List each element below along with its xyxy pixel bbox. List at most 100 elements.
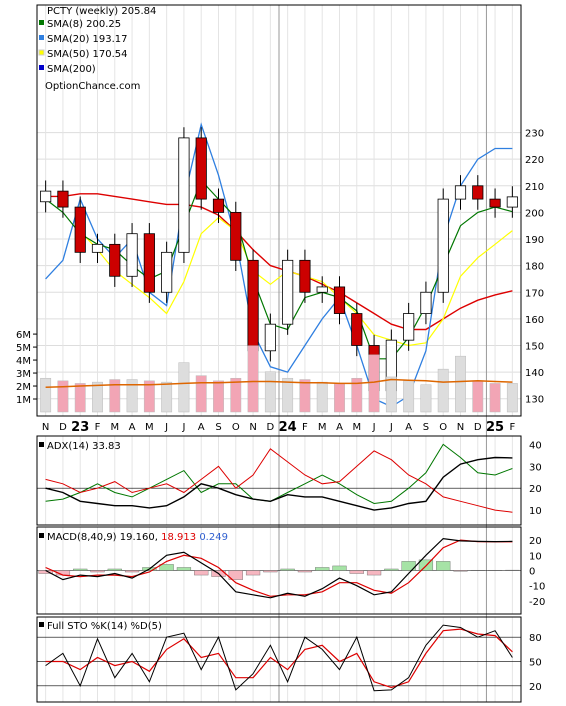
x-tick-label: M	[318, 422, 327, 433]
sma8-legend: SMA(8) 200.25	[47, 19, 121, 30]
macd-histogram-bar	[73, 568, 88, 571]
price-tick-label: 160	[525, 315, 544, 326]
x-tick-label: M	[145, 422, 154, 433]
x-tick-label: A	[336, 422, 343, 433]
volume-tick-label: 4M	[16, 356, 31, 367]
macd-histogram-bar	[332, 565, 347, 571]
volume-bar	[57, 380, 69, 413]
volume-bar	[385, 376, 397, 413]
volume-tick-label: 2M	[16, 382, 31, 393]
adx-tick-label: 10	[529, 506, 542, 517]
sma20-legend-swatch	[39, 35, 44, 40]
volume-ma-line	[45, 378, 513, 389]
macd-histogram-bar	[297, 570, 313, 573]
x-tick-label: J	[389, 422, 393, 433]
macd-tick-label: -20	[529, 597, 545, 608]
macd-histogram-bar	[194, 570, 209, 576]
sma50-legend-swatch	[38, 49, 45, 56]
candle-body	[230, 212, 242, 261]
grid	[37, 5, 521, 702]
macd-histogram-bar	[366, 570, 382, 576]
adx-label-name: ADX(14)	[47, 441, 89, 452]
candle-body	[178, 137, 190, 253]
macd-histogram-bar	[176, 567, 192, 571]
volume-bar	[92, 381, 103, 413]
macd-histogram-bar	[159, 564, 174, 571]
x-tick-label: F	[95, 422, 101, 433]
x-tick-label: J	[372, 422, 376, 433]
candle-body	[247, 259, 259, 352]
sto-tick-label: 50	[529, 658, 542, 669]
volume-bar	[126, 379, 138, 413]
candle-body	[351, 313, 363, 346]
macd-histogram-bar	[384, 568, 399, 571]
macd-legend-swatch	[39, 533, 44, 538]
x-tick-label: 25	[486, 420, 504, 435]
macd-histogram-bar	[436, 561, 451, 571]
candle-body	[109, 243, 121, 277]
volume-bar	[40, 377, 52, 413]
candle-body	[282, 259, 294, 325]
adx-panel-frame	[36, 435, 522, 526]
volume-tick-label: 6M	[16, 330, 31, 341]
macd-tick-label: 10	[529, 551, 542, 562]
price-tick-label: 210	[525, 182, 544, 193]
macd-label: MACD(8,40,9) 19.160, 18.913 0.249	[47, 532, 228, 543]
macd-line	[45, 537, 513, 599]
sma200-line	[45, 193, 513, 331]
adx-tick-label: 30	[529, 462, 542, 473]
candle-body	[454, 185, 467, 200]
volume-bar	[351, 377, 363, 413]
price-tick-label: 200	[525, 208, 544, 219]
sma200-legend: SMA(200)	[47, 64, 96, 75]
sma20-line	[45, 122, 513, 408]
candle-body	[143, 233, 155, 293]
x-tick-label: N	[457, 422, 464, 433]
x-tick-label: J	[181, 422, 185, 433]
volume-bar	[109, 379, 121, 413]
sma50-legend: SMA(50) 170.54	[47, 49, 128, 60]
sma8-line	[45, 179, 513, 360]
volume-bar	[213, 380, 224, 413]
volume-bar	[489, 383, 501, 413]
x-tick-label: A	[405, 422, 412, 433]
volume-bar	[316, 381, 328, 413]
x-tick-label: O	[439, 422, 447, 433]
macd-label-name: MACD(8,40,9) 19.160,	[47, 532, 158, 543]
volume-bar	[195, 375, 207, 413]
volume-bar	[403, 380, 415, 413]
chart-title: PCTY (weekly) 205.84	[47, 6, 156, 17]
candle-body	[420, 291, 432, 314]
candle-body	[506, 196, 518, 208]
volume-tick-label: 3M	[16, 369, 31, 380]
x-tick-label: O	[232, 422, 240, 433]
macd-histogram-bar	[245, 570, 261, 576]
candle-body	[161, 251, 173, 293]
macd-histogram-bar	[263, 570, 278, 573]
volume-bar	[420, 384, 432, 413]
volume-bar	[247, 345, 259, 413]
x-tick-label: 23	[71, 420, 89, 435]
adx-label: ADX(14) 33.83	[47, 441, 121, 452]
candle-body	[472, 185, 484, 200]
candle-body	[91, 243, 104, 253]
volume-bar	[437, 368, 449, 413]
sma200-legend-swatch	[39, 65, 44, 70]
sma-lines	[45, 122, 513, 408]
volume-bar	[299, 379, 311, 413]
candle-body	[403, 313, 415, 341]
x-tick-label: M	[110, 422, 119, 433]
indicator-lines	[38, 443, 520, 692]
macd-histogram-bar	[453, 570, 468, 572]
x-tick-label: M	[352, 422, 361, 433]
macd-histogram-bar	[90, 570, 105, 573]
macd-histogram-bar	[107, 568, 122, 571]
macd-histogram-bar	[124, 570, 140, 573]
candle-body	[333, 286, 346, 314]
macd-tick-label: -10	[529, 582, 545, 593]
candle-body	[57, 190, 69, 208]
adx-tick-label: 40	[529, 440, 542, 451]
price-tick-label: 230	[525, 129, 544, 140]
